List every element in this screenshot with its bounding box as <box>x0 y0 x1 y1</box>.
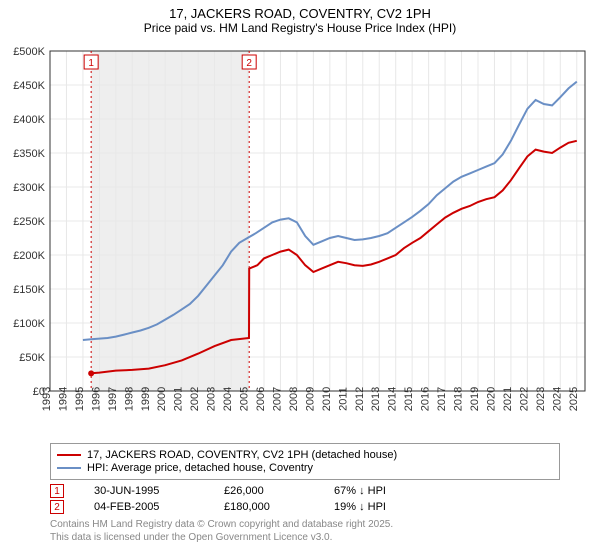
legend: 17, JACKERS ROAD, COVENTRY, CV2 1PH (det… <box>50 443 560 480</box>
x-tick-label: 2015 <box>403 387 415 411</box>
legend-item: 17, JACKERS ROAD, COVENTRY, CV2 1PH (det… <box>57 449 553 461</box>
x-tick-label: 2018 <box>453 387 465 411</box>
x-tick-label: 2012 <box>354 387 366 411</box>
footer-attribution: Contains HM Land Registry data © Crown c… <box>50 518 560 544</box>
x-tick-label: 1999 <box>140 387 152 411</box>
y-tick-label: £150K <box>13 284 45 296</box>
y-tick-label: £200K <box>13 250 45 262</box>
marker-date: 30-JUN-1995 <box>94 485 194 497</box>
x-tick-label: 2000 <box>156 387 168 411</box>
x-tick-label: 2023 <box>535 387 547 411</box>
y-tick-label: £50K <box>19 352 45 364</box>
marker-date: 04-FEB-2005 <box>94 501 194 513</box>
series-start-dot <box>88 370 94 376</box>
x-tick-label: 2009 <box>304 387 316 411</box>
chart-title-line2: Price paid vs. HM Land Registry's House … <box>0 21 600 41</box>
legend-swatch <box>57 467 81 469</box>
marker-row: 1 30-JUN-1995 £26,000 67% ↓ HPI <box>50 484 560 498</box>
y-tick-label: £400K <box>13 114 45 126</box>
x-tick-label: 2007 <box>271 387 283 411</box>
x-tick-label: 2002 <box>189 387 201 411</box>
y-tick-label: £250K <box>13 216 45 228</box>
x-tick-label: 2006 <box>255 387 267 411</box>
x-tick-label: 2016 <box>420 387 432 411</box>
legend-item: HPI: Average price, detached house, Cove… <box>57 462 553 474</box>
marker-badge-text: 1 <box>88 58 94 69</box>
x-tick-label: 1993 <box>41 387 53 411</box>
line-chart: £0£50K£100K£150K£200K£250K£300K£350K£400… <box>0 41 600 437</box>
marker-row: 2 04-FEB-2005 £180,000 19% ↓ HPI <box>50 500 560 514</box>
footer-line1: Contains HM Land Registry data © Crown c… <box>50 518 560 531</box>
y-tick-label: £500K <box>13 46 45 58</box>
x-tick-label: 2013 <box>370 387 382 411</box>
x-tick-label: 1994 <box>57 387 69 411</box>
legend-label: HPI: Average price, detached house, Cove… <box>87 462 313 474</box>
marker-table: 1 30-JUN-1995 £26,000 67% ↓ HPI 2 04-FEB-2005… <box>50 484 560 514</box>
marker-row-badge: 1 <box>50 484 64 498</box>
marker-price: £180,000 <box>224 501 304 513</box>
y-tick-label: £300K <box>13 182 45 194</box>
x-tick-label: 2025 <box>568 387 580 411</box>
legend-swatch <box>57 454 81 456</box>
x-tick-label: 2005 <box>239 387 251 411</box>
marker-badge-text: 2 <box>246 58 252 69</box>
chart-title-line1: 17, JACKERS ROAD, COVENTRY, CV2 1PH <box>0 0 600 21</box>
x-tick-label: 1996 <box>90 387 102 411</box>
x-tick-label: 1997 <box>107 387 119 411</box>
x-tick-label: 2019 <box>469 387 481 411</box>
y-tick-label: £450K <box>13 80 45 92</box>
x-tick-label: 2001 <box>173 387 185 411</box>
x-tick-label: 2017 <box>436 387 448 411</box>
marker-diff: 67% ↓ HPI <box>334 485 386 497</box>
x-tick-label: 2024 <box>551 387 563 411</box>
marker-row-badge: 2 <box>50 500 64 514</box>
x-tick-label: 2022 <box>518 387 530 411</box>
footer-line2: This data is licensed under the Open Gov… <box>50 531 560 544</box>
x-tick-label: 2020 <box>485 387 497 411</box>
chart-container: £0£50K£100K£150K£200K£250K£300K£350K£400… <box>0 41 600 437</box>
x-tick-label: 1998 <box>123 387 135 411</box>
x-tick-label: 2010 <box>321 387 333 411</box>
x-tick-label: 2008 <box>288 387 300 411</box>
y-tick-label: £100K <box>13 318 45 330</box>
y-tick-label: £350K <box>13 148 45 160</box>
x-tick-label: 2004 <box>222 387 234 411</box>
x-tick-label: 1995 <box>74 387 86 411</box>
legend-label: 17, JACKERS ROAD, COVENTRY, CV2 1PH (det… <box>87 449 397 461</box>
marker-price: £26,000 <box>224 485 304 497</box>
x-tick-label: 2014 <box>387 387 399 411</box>
marker-diff: 19% ↓ HPI <box>334 501 386 513</box>
x-tick-label: 2021 <box>502 387 514 411</box>
x-tick-label: 2003 <box>206 387 218 411</box>
